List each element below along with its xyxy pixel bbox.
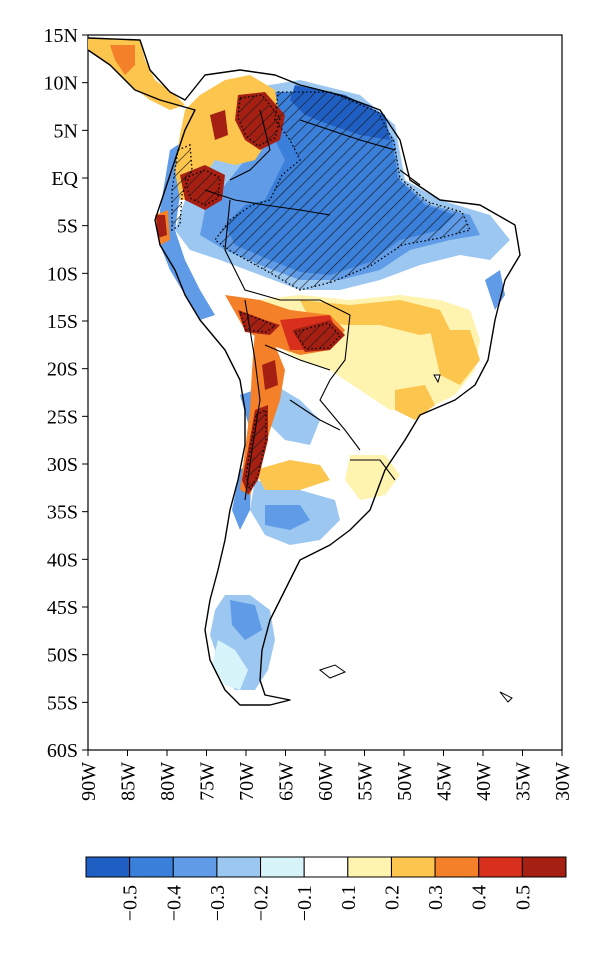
colorbar-label: −0.2: [251, 885, 273, 921]
region-positive-east-brazil: [430, 330, 480, 385]
lon-tick-label: 60W: [315, 762, 337, 801]
colorbar-swatch: [521, 856, 567, 878]
lat-tick-label: 20S: [47, 359, 78, 381]
region-positive-central-america-b: [110, 45, 135, 75]
region-strong-positive-north-chile: [262, 360, 278, 390]
colorbar: −0.5 −0.4 −0.3 −0.2 −0.1 0.1 0.2 0.3 0.4 0.5: [85, 856, 567, 921]
hatch-chile: [245, 408, 267, 492]
lat-tick-label: 10S: [47, 263, 78, 285]
region-negative-pampas-b: [265, 505, 310, 530]
lat-tick-label: 45S: [47, 597, 78, 619]
region-positive-east-brazil-b: [395, 385, 435, 420]
map-content: [88, 37, 521, 706]
longitude-axis: 90W 85W 80W 75W 70W 65W 60W 55W 50W 45W 40W 35W 30W: [78, 750, 574, 801]
colorbar-swatch: [85, 856, 131, 878]
region-positive-uruguay: [345, 455, 400, 500]
lon-tick-label: 65W: [276, 762, 298, 801]
lat-tick-label: 25S: [47, 406, 78, 428]
hatch-venezuela: [237, 94, 281, 147]
hatch-amazon: [214, 91, 471, 291]
hatch-ecuador: [184, 169, 221, 206]
lon-tick-label: 80W: [157, 762, 179, 801]
lat-tick-label: 60S: [47, 740, 78, 762]
lat-tick-label: 30S: [47, 454, 78, 476]
lon-tick-label: 30W: [552, 762, 574, 801]
region-positive-central-america: [88, 38, 185, 110]
lat-tick-label: 15N: [44, 25, 78, 47]
lat-tick-label: 40S: [47, 549, 78, 571]
colorbar-swatch: [260, 856, 305, 878]
lon-tick-label: 90W: [78, 762, 100, 801]
colorbar-label: 0.5: [512, 885, 534, 910]
south-georgia: [499, 691, 513, 703]
colorbar-label: −0.4: [163, 885, 185, 921]
colorbar-label: 0.1: [338, 885, 360, 910]
region-strong-positive-peru-coast: [156, 215, 167, 238]
small-island: [433, 374, 441, 384]
country-borders: [204, 109, 421, 501]
lon-tick-label: 40W: [473, 762, 495, 801]
lon-tick-label: 45W: [434, 762, 456, 801]
lat-tick-label: 15S: [47, 311, 78, 333]
hatch-bolivia: [293, 322, 341, 350]
colorbar-label: 0.3: [425, 885, 447, 910]
region-negative-south-tip: [212, 640, 248, 690]
colorbar-swatch: [303, 856, 349, 878]
lat-tick-label: EQ: [51, 168, 78, 190]
colorbar-swatch: [216, 856, 262, 878]
lat-tick-label: 5S: [57, 216, 78, 238]
colorbar-label: −0.1: [294, 885, 316, 921]
lon-tick-label: 75W: [197, 762, 219, 801]
colorbar-label: −0.3: [207, 885, 229, 921]
colorbar-label: 0.2: [381, 885, 403, 910]
lat-tick-label: 5N: [54, 120, 78, 142]
colorbar-swatch: [390, 856, 436, 878]
region-negative-patagonia-b: [230, 600, 262, 640]
lat-tick-label: 10N: [44, 73, 78, 95]
colorbar-swatch: [129, 856, 174, 878]
colorbar-swatch: [347, 856, 392, 878]
colorbar-label: −0.5: [120, 885, 142, 921]
region-strong-positive-colombia: [210, 110, 228, 140]
lat-tick-label: 50S: [47, 645, 78, 667]
lat-tick-label: 35S: [47, 502, 78, 524]
hatch-andes-central: [238, 310, 277, 333]
lon-tick-label: 35W: [513, 762, 535, 801]
falkland-islands: [318, 664, 347, 679]
coastline: [88, 37, 521, 706]
lat-tick-label: 55S: [47, 692, 78, 714]
colorbar-label: 0.4: [469, 885, 491, 910]
colorbar-swatch: [434, 856, 480, 878]
region-positive-argentina-mid: [255, 460, 330, 490]
colorbar-swatch: [172, 856, 218, 878]
lon-tick-label: 85W: [118, 762, 140, 801]
latitude-axis: 15N 10N 5N EQ 5S 10S 15S 20S 25S 30S 35S 40S 45S 50S 5…: [44, 25, 88, 762]
hatch-andes-west: [171, 144, 193, 232]
lon-tick-label: 55W: [355, 762, 377, 801]
lon-tick-label: 70W: [236, 762, 258, 801]
colorbar-swatch: [478, 856, 523, 878]
lon-tick-label: 50W: [394, 762, 416, 801]
